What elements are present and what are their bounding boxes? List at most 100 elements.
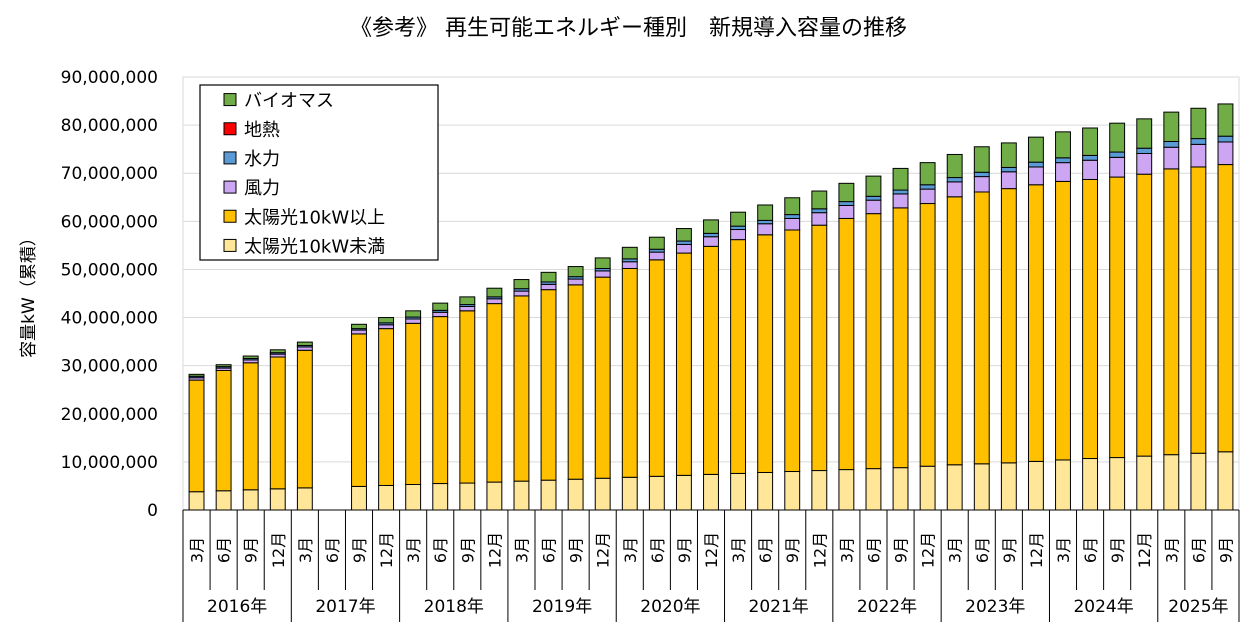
x-tick-label: 9月 <box>350 537 369 563</box>
bar-segment <box>1217 164 1234 453</box>
x-tick-label: 9月 <box>675 537 694 563</box>
bar-segment <box>242 489 259 511</box>
bar-segment <box>838 201 855 206</box>
x-tick-label: 9月 <box>1108 537 1127 563</box>
bar-segment <box>892 467 909 511</box>
bar-segment <box>946 177 963 183</box>
bar-segment <box>1000 171 1017 190</box>
bar-segment <box>486 481 503 511</box>
year-label: 2017年 <box>315 597 375 617</box>
bar-segment <box>405 484 422 511</box>
bar-segment <box>838 469 855 511</box>
legend-swatch <box>223 180 237 194</box>
bar-segment <box>784 197 801 216</box>
bar-segment <box>1055 131 1071 159</box>
bar-segment <box>811 470 828 511</box>
bar-segment <box>757 204 774 221</box>
bar-segment <box>1217 451 1234 511</box>
bar-segment <box>296 349 313 489</box>
bar-segment <box>594 276 611 479</box>
bar-segment <box>486 298 503 305</box>
bar-segment <box>703 236 719 247</box>
bar-segment <box>594 477 611 511</box>
x-tick-label: 3月 <box>188 537 207 563</box>
x-tick-label: 12月 <box>485 532 504 568</box>
y-tick-label: 50,000,000 <box>61 260 158 280</box>
x-tick-label: 6月 <box>540 537 559 563</box>
year-label: 2016年 <box>207 597 267 617</box>
bar-segment <box>459 305 476 312</box>
bar-segment <box>811 224 828 472</box>
x-tick-label: 12月 <box>702 532 721 568</box>
bar-segment <box>838 204 855 219</box>
bar-segment <box>1082 178 1099 460</box>
legend-swatch <box>223 238 237 252</box>
bar-segment <box>919 184 936 190</box>
bar-segment <box>296 341 313 346</box>
x-tick-label: 12月 <box>810 532 829 568</box>
bar-segment <box>459 482 476 511</box>
bar-segment <box>188 373 205 377</box>
bar-segment <box>540 479 557 511</box>
bar-segment <box>594 270 611 278</box>
x-tick-label: 3月 <box>729 537 748 563</box>
bar-segment <box>1027 161 1044 168</box>
y-tick-label: 40,000,000 <box>61 309 158 329</box>
bar-segment <box>405 318 422 324</box>
bar-segment <box>378 317 395 324</box>
bar-segment <box>1055 162 1071 182</box>
bar-segment <box>432 302 449 311</box>
bar-segment <box>1163 454 1180 511</box>
bar-segment <box>1136 455 1153 511</box>
bar-segment <box>1136 147 1153 154</box>
bar-segment <box>648 236 665 250</box>
bar-segment <box>1055 157 1071 164</box>
bar-segment <box>973 176 990 193</box>
x-tick-label: 12月 <box>919 532 938 568</box>
bar-segment <box>730 472 747 511</box>
bar-segment <box>1109 457 1126 511</box>
bar-segment <box>1000 188 1017 464</box>
bar-segment <box>351 333 367 487</box>
y-tick-label: 90,000,000 <box>61 68 158 88</box>
x-tick-label: 3月 <box>1054 537 1073 563</box>
bar-segment <box>1082 154 1099 161</box>
bar-segment <box>1027 136 1044 163</box>
bar-segment <box>215 369 232 492</box>
bar-segment <box>1217 141 1234 166</box>
bar-segment <box>703 245 719 475</box>
x-tick-label: 6月 <box>756 537 775 563</box>
x-tick-label: 6月 <box>1081 537 1100 563</box>
x-tick-label: 12月 <box>377 532 396 568</box>
bar-segment <box>1027 184 1044 462</box>
bar-segment <box>269 356 286 490</box>
x-tick-label: 6月 <box>323 537 342 563</box>
x-tick-label: 3月 <box>621 537 640 563</box>
legend-label: 水力 <box>244 149 280 170</box>
y-tick-label: 10,000,000 <box>61 453 158 473</box>
bar-segment <box>513 295 530 482</box>
bar-segment <box>757 234 774 473</box>
bar-segment <box>1082 127 1099 156</box>
bar-segment <box>540 271 557 283</box>
bar-segment <box>946 181 963 198</box>
bar-segment <box>757 219 774 225</box>
x-tick-label: 12月 <box>1135 532 1154 568</box>
bar-segment <box>540 283 557 291</box>
legend-label: 太陽光10kW以上 <box>244 207 385 228</box>
bar-segment <box>1082 458 1099 511</box>
bar-segment <box>459 310 476 484</box>
bar-segment <box>730 225 747 231</box>
legend-swatch <box>223 93 237 107</box>
x-tick-label: 12月 <box>269 532 288 568</box>
bar-segment <box>1000 166 1017 173</box>
bar-segment <box>919 188 936 205</box>
x-tick-label: 3月 <box>512 537 531 563</box>
legend-swatch <box>223 151 237 165</box>
bar-segment <box>432 316 449 485</box>
x-tick-label: 6月 <box>1189 537 1208 563</box>
bar-segment <box>1000 142 1017 168</box>
bar-segment <box>919 465 936 511</box>
bar-segment <box>269 488 286 511</box>
bar-segment <box>1027 166 1044 186</box>
